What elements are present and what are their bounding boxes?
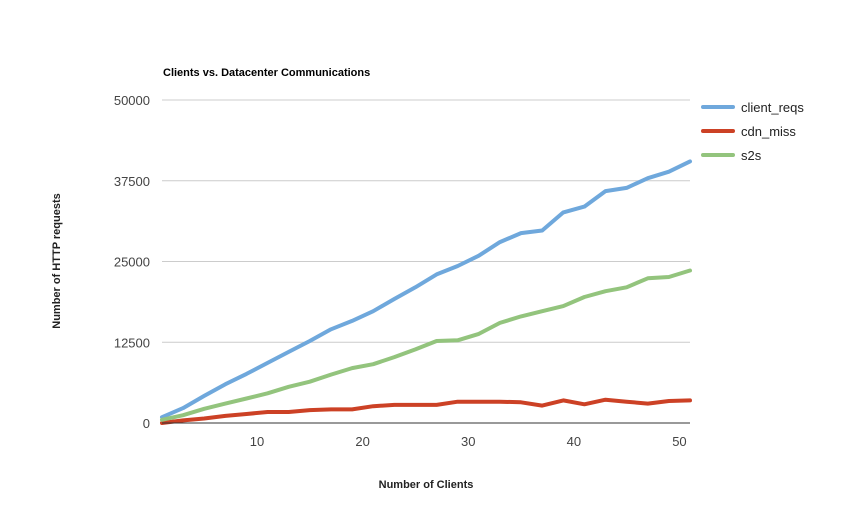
legend-label-client-reqs: client_reqs: [741, 100, 804, 115]
y-tick-label: 25000: [114, 255, 150, 270]
legend: client_reqs cdn_miss s2s: [701, 100, 804, 163]
x-tick-label: 20: [355, 434, 369, 449]
x-axis-label: Number of Clients: [379, 479, 474, 491]
series-lines: [160, 159, 692, 425]
x-tick-label: 50: [672, 434, 686, 449]
x-tick-label: 30: [461, 434, 475, 449]
x-axis-ticks: 10 20 30 40 50: [250, 434, 687, 449]
legend-label-cdn-miss: cdn_miss: [741, 124, 796, 139]
legend-label-s2s: s2s: [741, 148, 762, 163]
chart-title: Clients vs. Datacenter Communications: [163, 67, 370, 79]
x-tick-label: 40: [567, 434, 581, 449]
x-tick-label: 10: [250, 434, 264, 449]
series-line-client-reqs: [160, 159, 692, 420]
y-axis-label: Number of HTTP requests: [51, 193, 63, 329]
y-axis-ticks: 0 12500 25000 37500 50000: [114, 93, 150, 431]
series-line-cdn-miss: [160, 397, 692, 425]
y-tick-label: 12500: [114, 335, 150, 350]
y-tick-label: 50000: [114, 93, 150, 108]
series-line-s2s: [160, 268, 692, 422]
y-tick-label: 0: [143, 416, 150, 431]
y-tick-label: 37500: [114, 174, 150, 189]
grid-lines: [162, 99, 690, 343]
